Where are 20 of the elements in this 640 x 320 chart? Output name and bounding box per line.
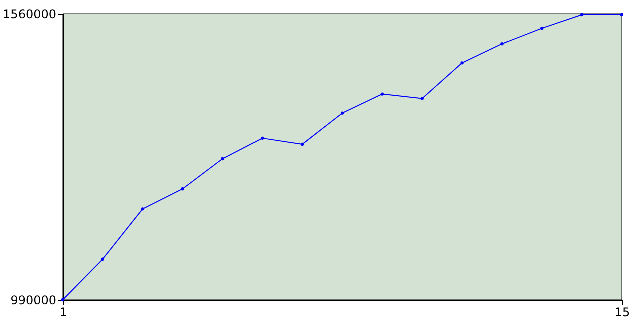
line-series <box>61 13 624 302</box>
point <box>141 208 144 211</box>
y-tick-label: 1560000 <box>3 8 56 22</box>
point <box>380 92 384 96</box>
point <box>500 42 504 46</box>
point <box>460 62 464 65</box>
y-tick-label: 990000 <box>10 294 56 308</box>
point <box>221 157 224 161</box>
point <box>540 26 544 30</box>
point <box>620 13 624 17</box>
point <box>300 142 304 146</box>
point <box>101 258 105 261</box>
point <box>261 136 264 140</box>
point <box>420 97 424 100</box>
point <box>181 188 184 191</box>
point <box>340 112 344 115</box>
x-tick-label: 15 <box>614 306 630 320</box>
point <box>580 13 584 17</box>
x-tick-label: 1 <box>60 306 68 320</box>
point <box>61 298 65 302</box>
